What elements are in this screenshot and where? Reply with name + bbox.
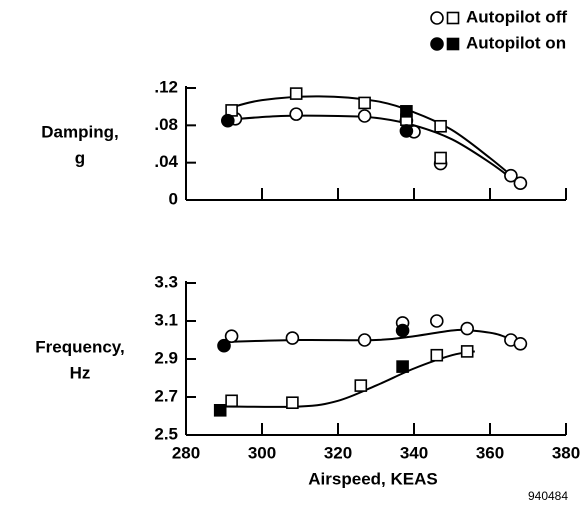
circle-marker bbox=[221, 113, 235, 128]
y-tick-label: .12 bbox=[154, 77, 178, 96]
y-tick-label: .04 bbox=[154, 152, 178, 171]
legend-label: Autopilot on bbox=[466, 33, 566, 52]
figure-code: 940484 bbox=[528, 489, 568, 503]
fit-curve bbox=[227, 95, 522, 184]
y-axis-label: Frequency, bbox=[35, 337, 124, 356]
circle-marker bbox=[513, 176, 528, 190]
y-tick-label: 2.5 bbox=[154, 424, 178, 443]
x-axis-label: Airspeed, KEAS bbox=[308, 469, 437, 488]
x-tick-label: 320 bbox=[324, 443, 352, 462]
square-marker bbox=[354, 379, 368, 392]
x-tick-label: 280 bbox=[172, 443, 200, 462]
fit-curve bbox=[223, 328, 521, 345]
circle-marker bbox=[217, 338, 231, 353]
square-marker bbox=[446, 11, 460, 25]
square-marker bbox=[289, 87, 303, 100]
circle-marker bbox=[504, 168, 518, 183]
square-marker bbox=[358, 96, 371, 110]
y-axis-label: Hz bbox=[70, 363, 91, 382]
y-tick-label: 2.9 bbox=[154, 348, 178, 367]
y-axis-label: Damping, bbox=[41, 122, 118, 141]
circle-marker bbox=[357, 333, 372, 347]
square-marker bbox=[460, 345, 474, 358]
circle-marker bbox=[399, 124, 414, 138]
x-tick-label: 360 bbox=[476, 443, 504, 462]
circle-marker bbox=[430, 11, 444, 25]
circle-marker bbox=[430, 37, 444, 51]
circle-marker bbox=[285, 331, 300, 345]
circle-marker bbox=[429, 314, 444, 328]
x-tick-label: 380 bbox=[552, 443, 580, 462]
fit-curve bbox=[227, 114, 514, 181]
y-tick-label: 3.3 bbox=[154, 272, 178, 291]
square-marker bbox=[213, 403, 227, 417]
y-tick-label: 3.1 bbox=[154, 310, 178, 329]
circle-marker bbox=[395, 323, 410, 338]
y-axis-label: g bbox=[75, 148, 85, 167]
square-marker bbox=[446, 37, 460, 51]
circle-marker bbox=[357, 109, 372, 123]
circle-marker bbox=[513, 336, 528, 351]
square-marker bbox=[225, 394, 238, 408]
square-marker bbox=[434, 151, 447, 165]
circle-marker bbox=[224, 329, 239, 344]
circle-marker bbox=[289, 107, 304, 121]
y-tick-label: 2.7 bbox=[154, 386, 178, 405]
fit-curve bbox=[223, 350, 475, 408]
legend-label: Autopilot off bbox=[466, 7, 567, 26]
square-marker bbox=[430, 348, 444, 362]
square-marker bbox=[286, 396, 299, 410]
circle-marker bbox=[460, 321, 475, 336]
y-tick-label: 0 bbox=[169, 189, 178, 208]
square-marker bbox=[396, 360, 409, 373]
x-tick-label: 300 bbox=[248, 443, 276, 462]
square-marker bbox=[434, 119, 447, 133]
square-marker bbox=[400, 105, 413, 118]
y-tick-label: .08 bbox=[154, 115, 178, 134]
x-tick-label: 340 bbox=[400, 443, 428, 462]
